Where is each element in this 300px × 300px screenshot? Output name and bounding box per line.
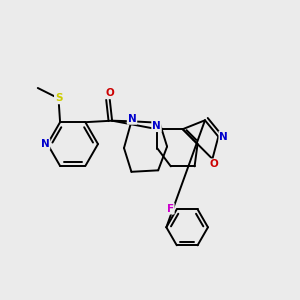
Text: O: O [209, 159, 218, 169]
Text: N: N [128, 114, 136, 124]
Text: O: O [105, 88, 114, 98]
Text: S: S [55, 93, 62, 103]
Text: N: N [219, 132, 228, 142]
Text: F: F [167, 204, 174, 214]
Text: N: N [152, 121, 161, 131]
Text: N: N [41, 139, 50, 149]
